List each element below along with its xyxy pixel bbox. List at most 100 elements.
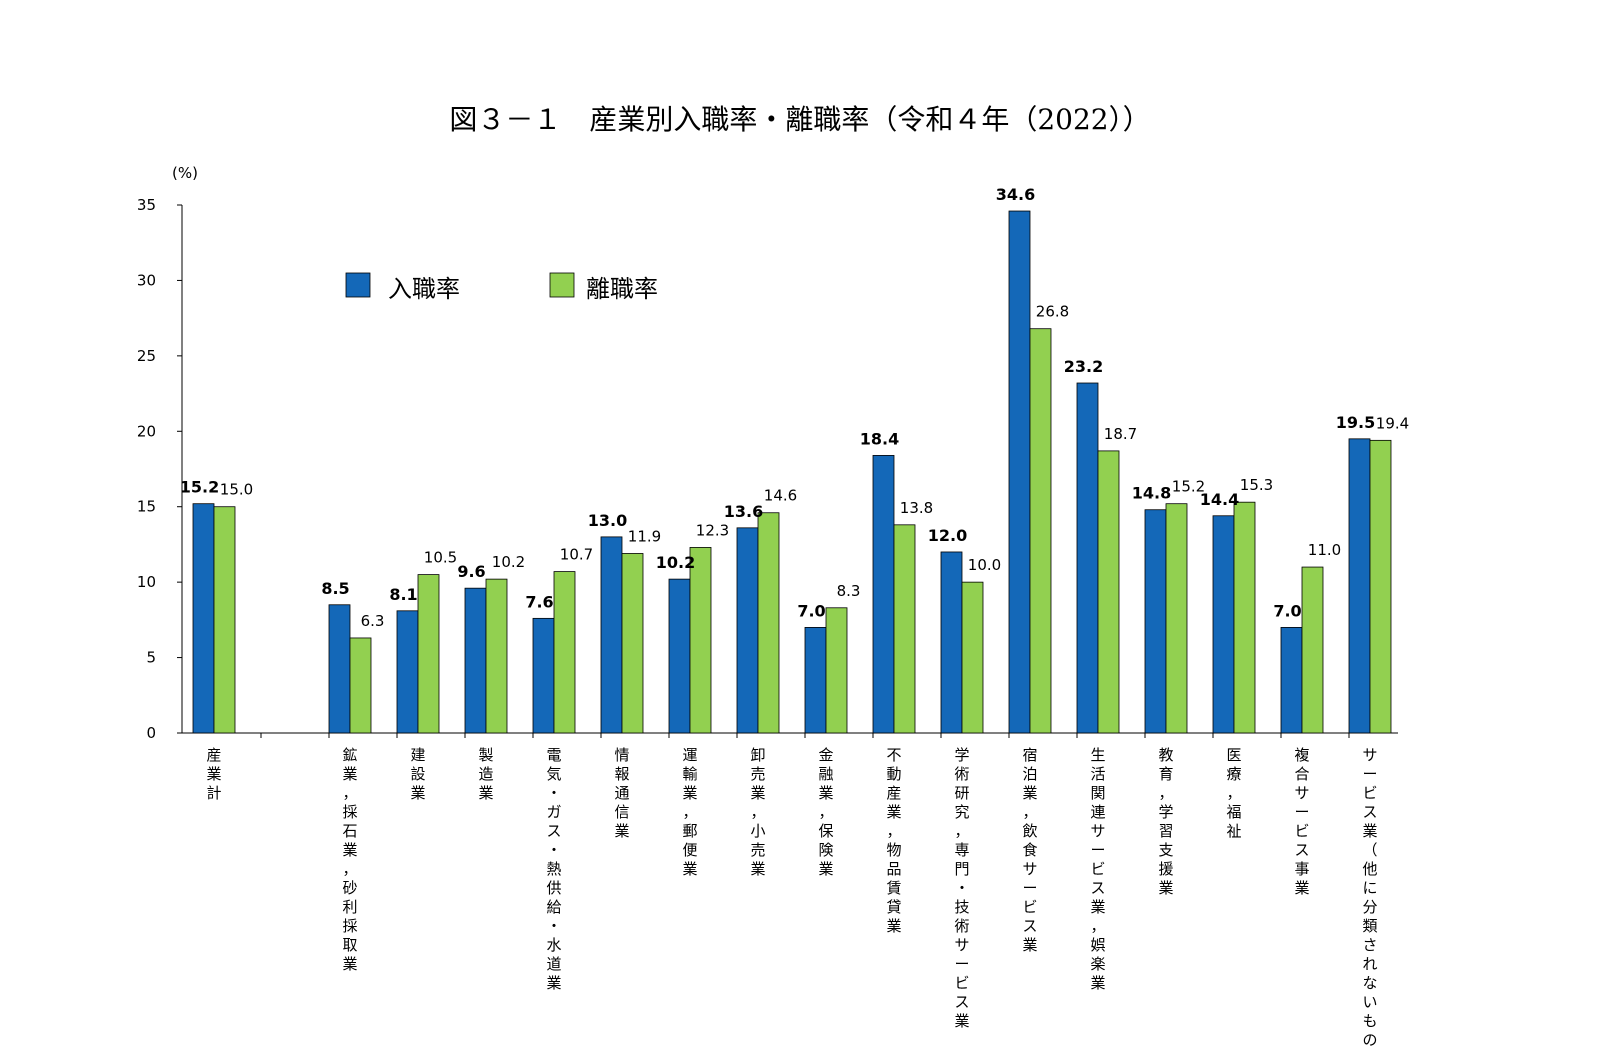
bar-rishoku: [1097, 450, 1120, 734]
data-labels: 15.2 15.08.56.38.110.59.610.27.610.713.01…: [180, 185, 1409, 630]
bar-rishoku: [213, 506, 236, 734]
y-tick-label: 0: [146, 724, 156, 742]
bar-nyushoku: [328, 604, 351, 734]
y-tick-label: 20: [137, 422, 156, 440]
category-label: 鉱業，採石業，砂利採取業: [342, 746, 357, 973]
y-tick-label: 15: [137, 498, 156, 516]
bar-nyushoku: [668, 578, 691, 734]
bar-nyushoku: [804, 627, 827, 734]
category-label: 宿泊業，飲食サービス業: [1022, 746, 1037, 954]
bar-nyushoku: [192, 503, 215, 734]
category-label: 生活関連サービス業，娯楽業: [1090, 746, 1105, 992]
bar-rishoku: [825, 607, 848, 734]
value-label-rishoku: 11.9: [628, 527, 661, 545]
category-label: 運輸業，郵便業: [682, 746, 697, 878]
category-label: 製造業: [478, 746, 493, 802]
bar-nyushoku: [872, 455, 895, 734]
legend-swatch: [345, 272, 371, 298]
category-labels: 産業計 鉱業，採石業，砂利採取業 建設業 製造業 電気・ガス・熱供給・水道業 情報通信業 運…: [206, 746, 1377, 1047]
bar-nyushoku: [1008, 210, 1031, 734]
bar-rishoku: [349, 637, 372, 734]
y-tick-label: 25: [137, 347, 156, 365]
bars: [192, 210, 1392, 734]
value-label-rishoku: 15.2: [1172, 478, 1205, 496]
bar-nyushoku: [940, 551, 963, 734]
value-label-rishoku: 15.0: [220, 481, 253, 499]
value-label-nyushoku: 7.0: [1273, 601, 1301, 620]
value-label-nyushoku: 23.2: [1064, 357, 1103, 376]
value-label-rishoku: 15.3: [1240, 476, 1273, 494]
value-label-nyushoku: 7.0: [797, 601, 825, 620]
category-label: サービス業（他に分類されないもの）: [1362, 746, 1377, 1047]
y-tick-label: 35: [137, 196, 156, 214]
bar-rishoku: [1165, 503, 1188, 734]
bar-nyushoku: [1144, 509, 1167, 734]
value-label-rishoku: 18.7: [1104, 425, 1137, 443]
value-label-rishoku: 10.2: [492, 553, 525, 571]
bar-nyushoku: [1280, 627, 1303, 734]
category-label: 建設業: [410, 746, 425, 802]
value-label-nyushoku: 34.6: [996, 185, 1035, 204]
bar-nyushoku: [600, 536, 623, 734]
chart-title: 図３－１ 産業別入職率・離職率（令和４年（2022））: [449, 103, 1151, 136]
category-label: 産業計: [206, 746, 221, 802]
value-label-nyushoku: 19.5: [1336, 413, 1375, 432]
legend-swatch: [549, 272, 575, 298]
category-label: 複合サービス事業: [1294, 746, 1309, 897]
bar-nyushoku: [1212, 515, 1235, 734]
legend: 入職率 離職率: [345, 272, 658, 303]
category-label: 学術研究，専門・技術サービス業: [954, 746, 969, 1030]
category-label: 医療，福祉: [1226, 746, 1241, 840]
value-label-rishoku: 6.3: [361, 612, 385, 630]
bar-rishoku: [1233, 501, 1256, 734]
legend-label: 離職率: [586, 275, 658, 303]
category-label: 教育，学習支援業: [1158, 746, 1173, 897]
bar-nyushoku: [1076, 382, 1099, 734]
category-label: 卸売業，小売業: [750, 746, 765, 878]
value-label-nyushoku: 10.2: [656, 553, 695, 572]
bar-rishoku: [893, 524, 916, 734]
bar-rishoku: [689, 547, 712, 734]
value-label-rishoku: 10.7: [560, 546, 593, 564]
bar-nyushoku: [396, 610, 419, 734]
bar-nyushoku: [1348, 438, 1371, 734]
bar-rishoku: [417, 574, 440, 734]
value-label-rishoku: 19.4: [1376, 414, 1409, 432]
y-axis-unit-label: (%): [172, 164, 198, 182]
bar-rishoku: [961, 581, 984, 734]
value-label-nyushoku: 8.1: [389, 585, 417, 604]
bar-rishoku: [1301, 566, 1324, 734]
value-label-rishoku: 26.8: [1036, 303, 1069, 321]
y-tick-label: 5: [146, 649, 156, 667]
value-label-nyushoku: 9.6: [457, 562, 485, 581]
bar-rishoku: [621, 553, 644, 734]
legend-label: 入職率: [388, 275, 460, 303]
value-label-nyushoku: 14.4: [1200, 490, 1239, 509]
bar-rishoku: [1369, 439, 1392, 734]
value-label-rishoku: 14.6: [764, 487, 797, 505]
value-label-nyushoku: 7.6: [525, 592, 553, 611]
bar-nyushoku: [464, 587, 487, 734]
bar-rishoku: [553, 571, 576, 734]
value-label-rishoku: 12.3: [696, 521, 729, 539]
bar-nyushoku: [532, 617, 555, 734]
value-label-nyushoku: 13.0: [588, 511, 627, 530]
category-label: 不動産業，物品賃貸業: [886, 746, 901, 935]
value-label-nyushoku: 15.2: [180, 478, 219, 497]
value-label-rishoku: 10.0: [968, 556, 1001, 574]
value-label-rishoku: 13.8: [900, 499, 933, 517]
category-label: 情報通信業: [614, 746, 629, 840]
value-label-nyushoku: 8.5: [321, 579, 349, 598]
value-label-nyushoku: 18.4: [860, 429, 899, 448]
bar-nyushoku: [736, 527, 759, 734]
y-tick-label: 30: [137, 271, 156, 289]
bar-rishoku: [757, 512, 780, 734]
bar-rishoku: [485, 578, 508, 734]
y-axis: 0 5 10 15 20 25 30 35: [137, 196, 1398, 742]
y-tick-label: 10: [137, 573, 156, 591]
value-label-nyushoku: 12.0: [928, 526, 967, 545]
value-label-rishoku: 8.3: [837, 582, 861, 600]
value-label-nyushoku: 14.8: [1132, 484, 1171, 503]
category-label: 金融業，保険業: [818, 746, 833, 878]
